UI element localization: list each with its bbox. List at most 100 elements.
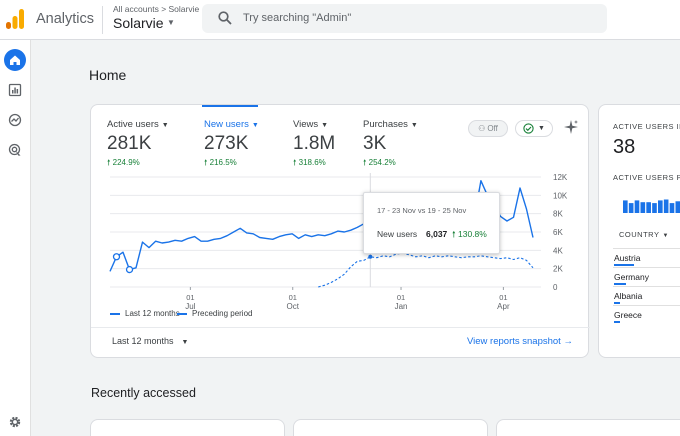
country-name: Germany (614, 272, 649, 282)
y-tick-label: 12K (553, 173, 568, 182)
country-name: Greece (614, 310, 642, 320)
app-title: Analytics (36, 11, 95, 27)
top-bar: Analytics All accounts > Solarvie Solarv… (0, 0, 680, 40)
legend-item-last-12-months[interactable]: Last 12 months (110, 309, 180, 318)
chart-tooltip: 17 - 23 Nov vs 19 - 25 Nov New users 6,0… (363, 192, 500, 254)
insights-toggle[interactable]: ⚇ Off (468, 120, 508, 137)
country-row: Germany (613, 267, 680, 286)
header-divider (102, 6, 103, 34)
overview-card: Active users ▼ 281K 🠕 224.9% New users ▼ 2… (90, 104, 590, 358)
realtime-bar (663, 199, 669, 213)
annotation-marker (125, 265, 134, 274)
hover-point-preceding (368, 254, 373, 259)
insights-toggle-label: Off (487, 124, 498, 133)
x-tick-day: 01 (499, 293, 507, 302)
country-name: Albania (614, 291, 643, 301)
metric-label: Purchases ▼ (363, 119, 418, 130)
caret-down-icon: ▼ (161, 122, 169, 129)
y-tick-label: 4K (553, 246, 563, 255)
metric-value: 1.8M (293, 133, 336, 154)
dashed-line-swatch (177, 312, 187, 315)
home-icon (10, 55, 20, 65)
arrow-right-icon: → (563, 336, 573, 347)
metric-change: 🠕 318.6% (293, 158, 326, 167)
search-bar[interactable]: Try searching "Admin" (202, 4, 607, 33)
realtime-minute-bars (623, 199, 680, 213)
nav-admin[interactable] (4, 411, 26, 433)
bar-chart-icon (8, 83, 22, 97)
tooltip-value: 6,037 (426, 229, 448, 239)
country-bar (614, 321, 621, 323)
legend-item-preceding-period[interactable]: Preceding period (177, 309, 252, 318)
caret-down-icon: ▼ (321, 122, 329, 129)
analytics-logo-icon[interactable] (6, 9, 24, 29)
country-row: Austria (613, 248, 680, 267)
account-selector[interactable]: Solarvie (113, 15, 164, 31)
recent-item-card[interactable] (90, 419, 285, 436)
date-range-selector[interactable]: Last 12 months ▼ (112, 336, 189, 346)
page-title: Home (89, 67, 127, 83)
tooltip-metric: New users (377, 229, 418, 239)
nav-explore[interactable] (4, 109, 26, 131)
data-quality-button[interactable]: ▼ (515, 120, 553, 137)
realtime-bar (652, 203, 657, 213)
y-tick-label: 2K (553, 265, 563, 274)
metric-label: New users ▼ (204, 119, 259, 130)
realtime-bar (640, 202, 646, 213)
caret-down-icon: ▼ (538, 125, 545, 132)
card-divider (91, 327, 590, 328)
country-column-header[interactable]: COUNTRY ▼ (619, 230, 669, 239)
account-breadcrumb[interactable]: All accounts > Solarvie (113, 4, 200, 14)
legend-label: Preceding period (192, 309, 253, 318)
recent-item-card[interactable] (293, 419, 488, 436)
active-tab-indicator (202, 105, 258, 107)
x-tick-day: 01 (289, 293, 297, 302)
sparkle-icon[interactable] (563, 119, 579, 135)
view-reports-snapshot-link[interactable]: View reports snapshot → (467, 336, 573, 347)
nav-advertising[interactable] (4, 139, 26, 161)
target-icon (8, 143, 21, 156)
realtime-card: ACTIVE USERS IN 38 ACTIVE USERS PE COUNT… (598, 104, 680, 358)
solid-line-swatch (110, 312, 120, 315)
search-icon (218, 11, 232, 25)
realtime-bar (669, 203, 675, 213)
insights-icon: ⚇ (478, 124, 486, 133)
caret-down-icon: ▼ (410, 122, 418, 129)
realtime-bar (628, 203, 634, 213)
metric-change: 🠕 216.5% (204, 158, 237, 167)
country-bar (614, 302, 621, 304)
nav-reports[interactable] (4, 79, 26, 101)
realtime-title: ACTIVE USERS IN (613, 122, 680, 131)
realtime-bar (675, 201, 680, 213)
gear-icon (9, 416, 21, 428)
nav-home[interactable] (4, 49, 26, 71)
country-name: Austria (614, 253, 641, 263)
realtime-bar (623, 200, 628, 213)
left-nav-rail (0, 40, 31, 436)
metric-label: Views ▼ (293, 119, 329, 130)
check-circle-icon (523, 123, 534, 134)
caret-down-icon: ▼ (662, 233, 669, 239)
metric-change: 🠕 224.9% (107, 158, 140, 167)
realtime-subtitle: ACTIVE USERS PE (613, 173, 680, 182)
x-tick-day: 01 (397, 293, 405, 302)
tooltip-change: 🠕 130.8% (452, 229, 487, 239)
series-line-preceding-period (318, 252, 534, 288)
x-tick-month: Oct (287, 302, 300, 311)
x-tick-month: Apr (497, 302, 510, 311)
annotation-marker (112, 253, 121, 261)
search-placeholder: Try searching "Admin" (243, 12, 352, 24)
y-tick-label: 10K (553, 191, 568, 200)
caret-down-icon[interactable]: ▼ (167, 18, 175, 27)
explore-icon (8, 113, 22, 127)
tooltip-date-range: 17 - 23 Nov vs 19 - 25 Nov (377, 206, 467, 215)
realtime-bar (646, 202, 651, 213)
metric-change: 🠕 254.2% (363, 158, 396, 167)
x-tick-day: 01 (186, 293, 194, 302)
x-tick-month: Jan (395, 302, 408, 311)
country-row: Greece (613, 305, 680, 324)
realtime-bar (634, 200, 640, 213)
y-tick-label: 8K (553, 210, 563, 219)
recent-item-card[interactable] (496, 419, 680, 436)
